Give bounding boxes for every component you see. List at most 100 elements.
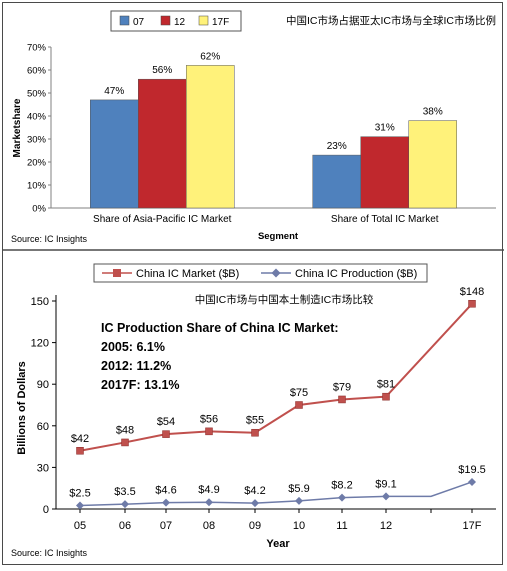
- line-x-tick-label: 07: [160, 520, 172, 532]
- market-value-label: $79: [333, 381, 351, 393]
- legend-swatch-17F: [198, 15, 209, 26]
- bar-value-label: 31%: [375, 123, 395, 134]
- line-chart-title: 中国IC市场与中国本土制造IC市场比较: [195, 293, 374, 306]
- production-value-label: $8.2: [331, 480, 352, 492]
- bar-17F-0: [186, 65, 235, 209]
- line-x-tick-label: 05: [74, 520, 86, 532]
- bar-chart-panel: 07 12 17F 中国IC市场占据亚太IC市场与全球IC市场比例 Market…: [11, 10, 496, 244]
- bar-12-1: [360, 136, 409, 209]
- legend-label-07: 07: [133, 17, 145, 28]
- line-legend-box: [93, 263, 428, 283]
- bar-17F-1: [408, 120, 457, 209]
- bar-x-axis-label: Segment: [258, 231, 299, 242]
- bar-plot-area: 0% 10% 20% 30% 40% 50% 60% 70% 47% 56% 62% Share of…: [27, 43, 496, 225]
- line-chart-panel: China IC Market ($B) China IC Production…: [11, 263, 496, 558]
- market-value-label: $81: [377, 379, 395, 391]
- production-value-label: $3.5: [114, 486, 135, 498]
- bar-value-label: 62%: [200, 51, 220, 62]
- market-point: [295, 401, 303, 409]
- figure-svg: 07 12 17F 中国IC市场占据亚太IC市场与全球IC市场比例 Market…: [3, 10, 504, 558]
- market-value-label: $56: [200, 413, 218, 425]
- market-value-label: $55: [246, 415, 264, 427]
- bar-y-tick-label: 40%: [27, 112, 47, 123]
- line-x-tick-label: 09: [249, 520, 261, 532]
- production-series-line: [79, 481, 473, 507]
- market-value-label: $148: [460, 286, 484, 298]
- market-value-label: $48: [116, 424, 134, 436]
- market-point: [382, 392, 390, 401]
- bar-y-tick-label: 50%: [27, 89, 47, 100]
- line-x-tick-label: 06: [119, 520, 131, 532]
- market-point: [251, 428, 259, 437]
- legend-label-market: China IC Market ($B): [136, 268, 239, 280]
- bar-value-label: 23%: [327, 141, 347, 152]
- bar-y-tick-label: 0%: [32, 204, 46, 215]
- bar-category-label: Share of Asia-Pacific IC Market: [93, 214, 232, 225]
- line-x-tick-label: 10: [293, 520, 305, 532]
- figure-frame: 07 12 17F 中国IC市场占据亚太IC市场与全球IC市场比例 Market…: [2, 2, 504, 565]
- market-point: [162, 430, 170, 438]
- legend-marker-market: [113, 269, 121, 277]
- production-point: [468, 477, 476, 486]
- line-y-tick-label: 120: [31, 338, 49, 350]
- annotation-title: IC Production Share of China IC Market:: [101, 321, 339, 335]
- production-point: [251, 499, 259, 508]
- line-y-tick-label: 30: [37, 462, 49, 474]
- production-value-label: $4.9: [198, 484, 219, 496]
- line-source: Source: IC Insights: [11, 548, 88, 558]
- bar-y-tick-label: 60%: [27, 66, 47, 77]
- bar-source: Source: IC Insights: [11, 234, 88, 244]
- production-value-label: $9.1: [375, 478, 396, 490]
- line-x-tick-label: 08: [203, 520, 215, 532]
- market-point: [121, 438, 129, 447]
- production-value-label: $2.5: [69, 488, 90, 500]
- market-point: [338, 395, 346, 404]
- line-x-axis-label: Year: [266, 538, 290, 550]
- market-point: [205, 427, 213, 436]
- bar-value-label: 56%: [152, 65, 172, 76]
- line-y-tick-label: 90: [37, 379, 49, 391]
- production-point: [382, 492, 390, 501]
- legend-label-17F: 17F: [212, 17, 229, 28]
- market-value-label: $42: [71, 433, 89, 445]
- legend-swatch-12: [160, 15, 171, 26]
- market-point: [76, 447, 84, 455]
- market-value-label: $54: [157, 416, 175, 428]
- line-y-tick-label: 60: [37, 421, 49, 433]
- line-legend: China IC Market ($B) China IC Production…: [93, 263, 428, 283]
- line-y-tick-label: 0: [43, 504, 49, 516]
- legend-label-production: China IC Production ($B): [295, 268, 417, 280]
- market-point: [468, 300, 476, 308]
- bar-y-tick-label: 10%: [27, 181, 47, 192]
- production-value-label: $5.9: [288, 483, 309, 495]
- production-point: [121, 500, 129, 509]
- line-y-axis-label: Billions of Dollars: [16, 361, 28, 455]
- bar-y-tick-label: 70%: [27, 43, 47, 54]
- bar-value-label: 47%: [104, 86, 124, 97]
- production-value-label: $4.6: [155, 485, 176, 497]
- bar-y-axis-label: Marketshare: [12, 98, 23, 157]
- bar-12-0: [138, 78, 187, 209]
- production-point: [338, 493, 346, 502]
- bar-chart-title: 中国IC市场占据亚太IC市场与全球IC市场比例: [286, 14, 496, 27]
- bar-category-label: Share of Total IC Market: [331, 214, 439, 225]
- bar-y-tick-label: 20%: [27, 158, 47, 169]
- line-x-tick-label: 17F: [463, 520, 482, 532]
- legend-marker-production: [271, 268, 281, 278]
- production-point: [162, 498, 170, 507]
- line-plot-area: 0 30 60 90 120 150 05 06 07 08 09 10 11 12 17F $42 $48 $5…: [31, 286, 496, 532]
- bar-07-1: [312, 154, 361, 209]
- bar-legend-box: [110, 10, 242, 32]
- annotation-line-2005: 2005: 6.1%: [101, 340, 165, 354]
- line-x-tick-label: 12: [380, 520, 392, 532]
- production-point: [76, 501, 84, 510]
- bar-y-tick-label: 30%: [27, 135, 47, 146]
- bar-value-label: 38%: [423, 107, 443, 118]
- market-value-label: $75: [290, 387, 308, 399]
- legend-label-12: 12: [174, 17, 186, 28]
- annotation-line-2012: 2012: 11.2%: [101, 359, 171, 373]
- bar-07-0: [90, 99, 139, 209]
- production-point: [295, 496, 303, 505]
- legend-swatch-07: [119, 15, 130, 26]
- production-point: [205, 498, 213, 507]
